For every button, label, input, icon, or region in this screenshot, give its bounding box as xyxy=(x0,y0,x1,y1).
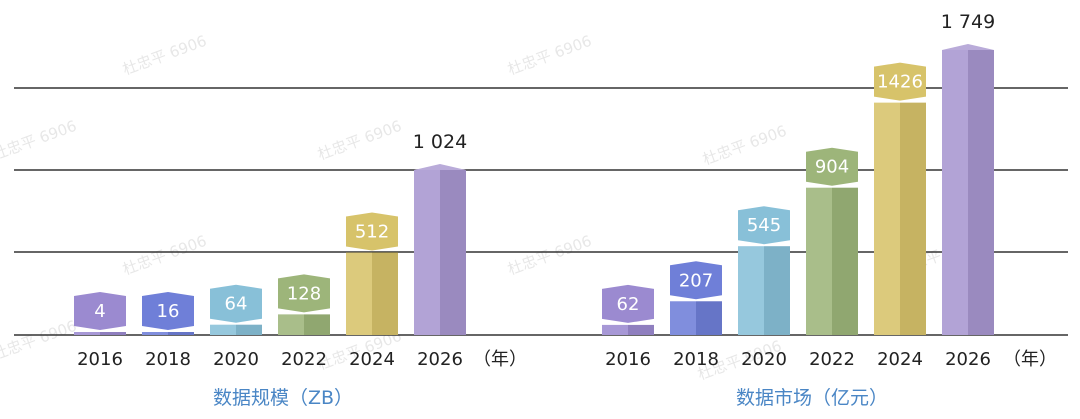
x-axis-title: 数据规模（ZB） xyxy=(213,387,353,409)
data-label: 512 xyxy=(355,222,389,243)
data-label: 207 xyxy=(679,270,713,291)
label-block xyxy=(142,292,194,330)
x-tick-label: 2018 xyxy=(145,349,191,370)
bar-shade xyxy=(832,187,858,335)
bar-shade xyxy=(372,252,398,335)
x-tick-label: 2024 xyxy=(349,349,395,370)
bar-shade xyxy=(168,332,194,335)
data-label: 545 xyxy=(747,215,781,236)
bar xyxy=(670,301,696,335)
label-block xyxy=(210,284,262,323)
x-tick-label: 2020 xyxy=(213,349,259,370)
data-label: 128 xyxy=(287,283,321,304)
x-tick-label: 2022 xyxy=(281,349,327,370)
bar-shade xyxy=(628,324,654,335)
bar xyxy=(874,102,900,335)
watermark-text: 杜忠平 6906 xyxy=(0,317,79,364)
data-label: 4 xyxy=(94,301,105,322)
bar xyxy=(346,252,372,335)
watermark-text: 杜忠平 6906 xyxy=(315,117,404,164)
label-block xyxy=(670,261,722,300)
bar-cap xyxy=(414,164,466,170)
label-block xyxy=(602,284,654,323)
watermark-text: 杜忠平 6906 xyxy=(0,117,79,164)
data-label: 16 xyxy=(157,301,180,322)
bar xyxy=(414,170,440,335)
x-tick-label: 2024 xyxy=(877,349,923,370)
bar-shade xyxy=(304,314,330,335)
bar xyxy=(74,332,100,335)
watermark-text: 杜忠平 6906 xyxy=(120,32,209,79)
texts: 4 2016 16 2018 64 2020 128 2022 512 2024 1 024 2026… xyxy=(77,11,1057,409)
bar xyxy=(278,314,304,335)
x-tick-label: 2016 xyxy=(605,349,651,370)
bar-cap xyxy=(942,44,994,50)
bar xyxy=(142,332,168,335)
x-tick-label: 2026 xyxy=(417,349,463,370)
label-block xyxy=(346,212,398,251)
label-block xyxy=(874,62,926,101)
watermark-text: 杜忠平 6906 xyxy=(700,122,789,169)
x-tick-label: 2016 xyxy=(77,349,123,370)
bar xyxy=(806,187,832,335)
x-tick-label: 2020 xyxy=(741,349,787,370)
bar xyxy=(602,324,628,335)
bar xyxy=(942,50,968,335)
data-label: 1 024 xyxy=(413,131,467,153)
bar-shade xyxy=(440,170,466,335)
x-axis-title: 数据市场（亿元） xyxy=(736,387,888,409)
bar-shade xyxy=(696,301,722,335)
label-block xyxy=(738,206,790,245)
data-label: 904 xyxy=(815,157,849,178)
x-tick-label: 2022 xyxy=(809,349,855,370)
bar-shade xyxy=(764,246,790,335)
x-unit-label: （年） xyxy=(473,349,527,370)
bar-shade xyxy=(100,332,126,335)
watermark-text: 杜忠平 6906 xyxy=(505,32,594,79)
bar xyxy=(210,324,236,335)
bars xyxy=(74,44,994,335)
label-block xyxy=(74,292,126,330)
label-block xyxy=(278,274,330,313)
x-tick-label: 2018 xyxy=(673,349,719,370)
watermark-text: 杜忠平 6906 xyxy=(120,232,209,279)
bar-shade xyxy=(968,50,994,335)
data-label: 62 xyxy=(617,294,640,315)
data-label: 64 xyxy=(225,294,248,315)
bar xyxy=(738,246,764,335)
bar-shade xyxy=(900,102,926,335)
data-label: 1426 xyxy=(877,72,923,93)
watermark-text: 杜忠平 6906 xyxy=(505,232,594,279)
data-label: 1 749 xyxy=(941,11,995,33)
x-tick-label: 2026 xyxy=(945,349,991,370)
bar-shade xyxy=(236,324,262,335)
x-unit-label: （年） xyxy=(1003,349,1057,370)
label-block xyxy=(806,147,858,186)
